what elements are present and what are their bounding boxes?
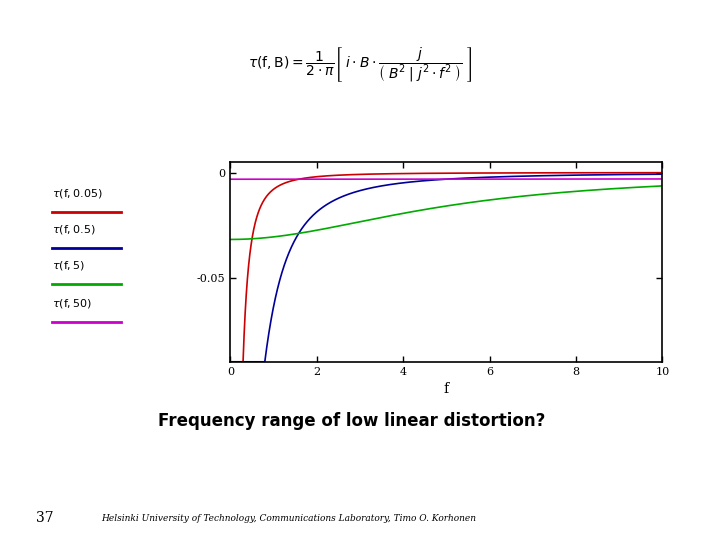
Text: $\tau(\mathrm{f,B}) = \dfrac{1}{2\cdot\pi}\left[\;i\cdot B\cdot\dfrac{j}{\left(\: $\tau(\mathrm{f,B}) = \dfrac{1}{2\cdot\p… <box>248 45 472 84</box>
Text: $\tau(\mathrm{f},50)$: $\tau(\mathrm{f},50)$ <box>52 298 92 310</box>
Text: Frequency range of low linear distortion?: Frequency range of low linear distortion… <box>158 412 546 430</box>
Text: $\tau(\mathrm{f},5)$: $\tau(\mathrm{f},5)$ <box>52 259 85 272</box>
Text: $\tau(\mathrm{f},0.05)$: $\tau(\mathrm{f},0.05)$ <box>52 187 103 200</box>
Text: 37: 37 <box>36 511 53 525</box>
X-axis label: f: f <box>444 382 449 396</box>
Text: Helsinki University of Technology, Communications Laboratory, Timo O. Korhonen: Helsinki University of Technology, Commu… <box>101 514 476 523</box>
Text: $\tau(\mathrm{f},0.5)$: $\tau(\mathrm{f},0.5)$ <box>52 224 96 237</box>
